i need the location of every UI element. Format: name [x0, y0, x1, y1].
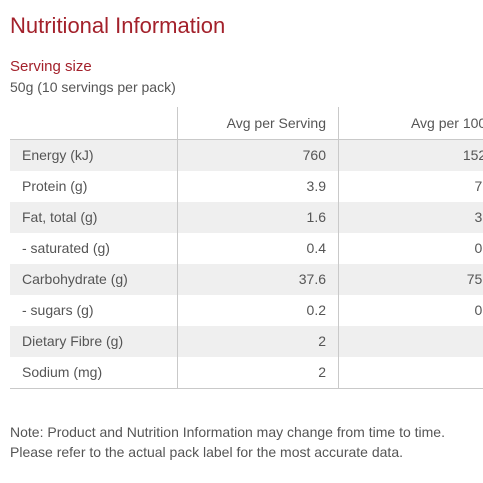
value-per-100g: 3.2	[338, 202, 483, 233]
table-row: Carbohydrate (g) 37.6 75.2	[10, 264, 483, 295]
value-per-serving: 2	[177, 357, 339, 389]
value-per-serving: 3.9	[177, 171, 339, 202]
nutrient-name: Sodium (mg)	[10, 357, 178, 389]
value-per-serving: 0.4	[177, 233, 339, 264]
nutrient-name: Carbohydrate (g)	[10, 264, 178, 295]
table-row: Energy (kJ) 760 1520	[10, 139, 483, 171]
value-per-serving: 760	[177, 139, 339, 171]
value-per-100g: 1520	[338, 139, 483, 171]
nutrition-table: Avg per Serving Avg per 100g Energy (kJ)…	[10, 107, 483, 389]
value-per-100g: 0.4	[338, 295, 483, 326]
table-row: Fat, total (g) 1.6 3.2	[10, 202, 483, 233]
nutrient-name: Protein (g)	[22, 178, 88, 194]
value-per-100g: 4	[338, 326, 483, 357]
page-title: Nutritional Information	[10, 13, 226, 38]
value-per-100g: 7.7	[338, 171, 483, 202]
header-nutrient	[10, 107, 178, 140]
table-row: - saturated (g) 0.4 0.7	[10, 233, 483, 264]
serving-size-heading: Serving size	[10, 58, 92, 75]
value-per-serving: 37.6	[177, 264, 339, 295]
value-per-serving: 1.6	[177, 202, 339, 233]
header-avg-per-serving: Avg per Serving	[177, 107, 339, 140]
value-per-100g: 0.7	[338, 233, 483, 264]
nutrient-name: Energy (kJ)	[10, 139, 178, 171]
nutrient-name: - saturated (g)	[22, 240, 110, 256]
nutrient-name: Fat, total (g)	[10, 202, 178, 233]
table-row: - sugars (g) 0.2 0.4	[10, 295, 483, 326]
value-per-100g: 3	[338, 357, 483, 389]
table-row: Protein (g) 3.9 7.7	[10, 171, 483, 202]
value-per-100g: 75.2	[338, 264, 483, 295]
value-per-serving: 0.2	[177, 295, 339, 326]
nutrient-name: - sugars (g)	[22, 302, 94, 318]
table-row: Dietary Fibre (g) 2 4	[10, 326, 483, 357]
value-per-serving: 2	[177, 326, 339, 357]
nutrient-name: Dietary Fibre (g)	[10, 326, 178, 357]
disclaimer-note: Note: Product and Nutrition Information …	[10, 424, 445, 460]
table-header-row: Avg per Serving Avg per 100g	[10, 107, 483, 140]
header-avg-per-100g: Avg per 100g	[338, 107, 483, 140]
serving-size-value: 50g (10 servings per pack)	[10, 79, 176, 95]
table-row: Sodium (mg) 2 3	[10, 357, 483, 389]
